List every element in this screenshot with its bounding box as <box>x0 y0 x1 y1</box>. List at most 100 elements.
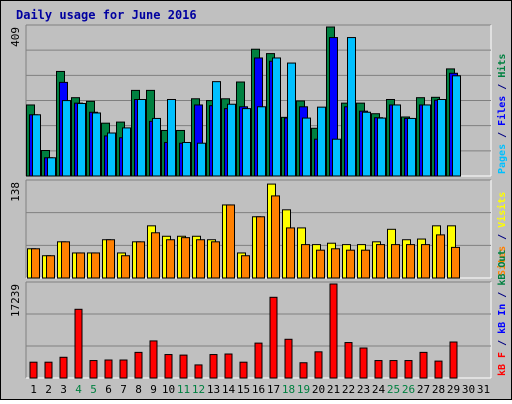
legend-entry: / <box>497 334 508 352</box>
bar-pages <box>212 81 221 177</box>
bar-pages <box>137 98 146 177</box>
bar-pages <box>422 104 431 177</box>
bar-kb-f <box>254 342 263 379</box>
bar-kb-f <box>284 338 293 379</box>
x-tick-label: 10 <box>162 383 175 396</box>
bar-sites <box>241 255 250 279</box>
x-tick-label: 31 <box>477 383 490 396</box>
bar-kb-f <box>209 354 218 379</box>
legend-entry: kB Out <box>497 250 508 286</box>
bar-kb-f <box>299 362 308 379</box>
bar-sites <box>286 227 295 279</box>
bar-pages <box>47 157 56 177</box>
x-axis: 1 2 3 4 5 6 7 8 9 10 11 12 13 14 15 16 17 18 19 20 21 22 23 24 2… <box>30 383 490 396</box>
bar-pages <box>152 117 161 177</box>
legend-entry: / <box>497 126 508 144</box>
bar-kb-f <box>29 361 38 379</box>
bar-pages <box>77 103 86 177</box>
bar-sites <box>331 248 340 279</box>
bar-sites <box>271 195 280 279</box>
x-tick-label: 26 <box>402 383 415 396</box>
bar-pages <box>377 117 386 177</box>
bar-pages <box>362 111 371 177</box>
bar-sites <box>166 239 175 279</box>
bar-sites <box>391 244 400 279</box>
chart-panels: 409 Pages / Files / Hits 138 Sites / Visits… <box>9 24 508 379</box>
bar-kb-f <box>104 359 113 379</box>
bar-kb-f <box>134 351 143 379</box>
bar-sites <box>31 248 40 279</box>
panel-kbytes: 17239 kB F / kB In / kB Out <box>9 250 508 379</box>
x-tick-label: 23 <box>357 383 370 396</box>
bar-pages <box>272 57 281 177</box>
bar-sites <box>436 234 445 279</box>
x-tick-label: 12 <box>192 383 205 396</box>
bar-kb-f <box>344 342 353 379</box>
bar-kb-f <box>269 296 278 379</box>
x-tick-label: 3 <box>60 383 67 396</box>
panel-legend: Pages / Files / Hits <box>496 54 508 174</box>
x-tick-label: 30 <box>462 383 475 396</box>
bar-sites <box>151 232 160 279</box>
bar-kb-f <box>239 361 248 379</box>
bar-pages <box>332 138 341 177</box>
bar-pages <box>407 117 416 177</box>
x-tick-label: 21 <box>327 383 340 396</box>
bar-pages <box>32 114 41 177</box>
bar-pages <box>347 37 356 177</box>
bar-sites <box>136 241 145 279</box>
legend-entry: / <box>497 228 508 246</box>
bar-kb-f <box>224 353 233 379</box>
bar-pages <box>452 75 461 177</box>
bar-sites <box>256 216 265 279</box>
bar-sites <box>106 239 115 279</box>
panel-visits: 138 Sites / Visits <box>9 179 508 279</box>
bar-sites <box>361 249 370 279</box>
bar-pages <box>392 104 401 177</box>
x-tick-label: 13 <box>207 383 220 396</box>
bar-kb-f <box>119 359 128 379</box>
x-tick-label: 14 <box>222 383 236 396</box>
bar-sites <box>91 252 100 279</box>
bar-pages <box>182 141 191 177</box>
x-tick-label: 19 <box>297 383 310 396</box>
bar-kb-f <box>329 283 338 379</box>
bar-kb-f <box>404 360 413 379</box>
bar-pages <box>437 98 446 177</box>
panel-legend: kB F / kB In / kB Out <box>497 250 508 376</box>
bar-pages <box>122 127 131 177</box>
x-tick-label: 18 <box>282 383 295 396</box>
bar-pages <box>227 103 236 177</box>
x-tick-label: 8 <box>135 383 142 396</box>
bar-kb-f <box>74 308 83 379</box>
bar-sites <box>211 241 220 279</box>
bar-sites <box>406 244 415 279</box>
bar-kb-f <box>449 341 458 379</box>
x-tick-label: 7 <box>120 383 127 396</box>
bar-sites <box>181 237 190 279</box>
bar-kb-f <box>419 351 428 379</box>
x-tick-label: 27 <box>417 383 430 396</box>
panel-legend: Sites / Visits <box>496 192 508 276</box>
x-tick-label: 6 <box>105 383 112 396</box>
bar-sites <box>346 249 355 279</box>
bar-kb-f <box>374 360 383 379</box>
bar-kb-f <box>389 360 398 379</box>
bar-pages <box>92 112 101 177</box>
x-tick-label: 11 <box>177 383 190 396</box>
bar-pages <box>287 62 296 177</box>
bar-pages <box>242 108 251 177</box>
y-max-label: 409 <box>9 27 22 47</box>
x-tick-label: 29 <box>447 383 460 396</box>
bar-sites <box>376 244 385 279</box>
bar-kb-f <box>44 361 53 379</box>
x-tick-label: 5 <box>90 383 97 396</box>
bar-kb-f <box>149 340 158 379</box>
bar-pages <box>197 142 206 177</box>
bar-kb-f <box>164 354 173 379</box>
x-tick-label: 16 <box>252 383 265 396</box>
bar-kb-f <box>194 364 203 379</box>
x-tick-label: 1 <box>30 383 37 396</box>
x-tick-label: 22 <box>342 383 355 396</box>
x-tick-label: 9 <box>150 383 157 396</box>
